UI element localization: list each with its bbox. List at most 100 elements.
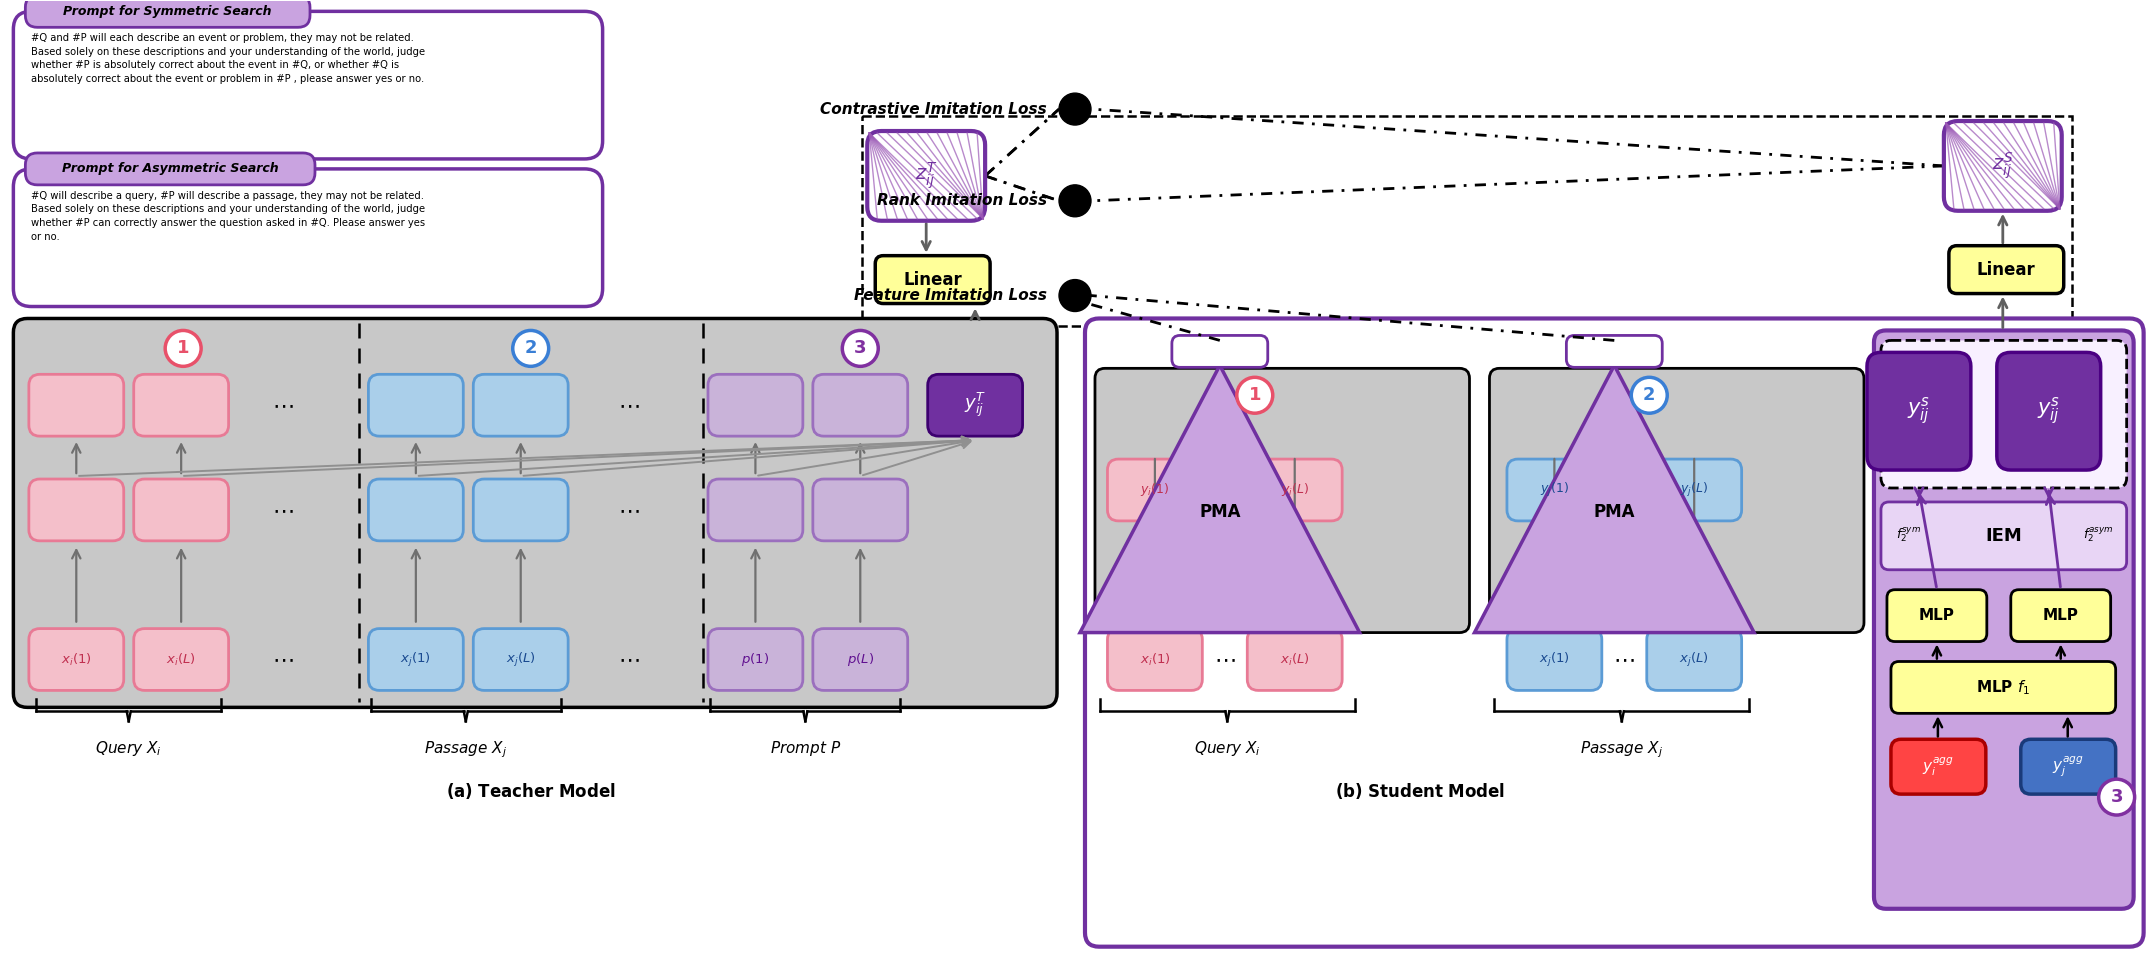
Text: $y_j^{agg}$: $y_j^{agg}$ xyxy=(2053,754,2083,779)
Text: $y_i(L)$: $y_i(L)$ xyxy=(1282,481,1310,499)
Text: IEM: IEM xyxy=(1986,527,2023,545)
FancyBboxPatch shape xyxy=(1508,629,1603,690)
FancyBboxPatch shape xyxy=(13,12,603,159)
FancyBboxPatch shape xyxy=(368,629,463,690)
Text: MLP $f_1$: MLP $f_1$ xyxy=(1975,678,2031,697)
Text: 1: 1 xyxy=(1249,386,1260,404)
FancyBboxPatch shape xyxy=(1874,330,2135,909)
FancyBboxPatch shape xyxy=(1880,502,2126,570)
FancyBboxPatch shape xyxy=(1887,590,1986,642)
Text: $\cdots$: $\cdots$ xyxy=(271,500,293,520)
Text: $y_i(1)$: $y_i(1)$ xyxy=(1139,481,1170,499)
Text: 2: 2 xyxy=(1644,386,1656,404)
Text: $\cdots$: $\cdots$ xyxy=(1215,480,1236,500)
FancyBboxPatch shape xyxy=(474,479,569,540)
FancyBboxPatch shape xyxy=(1949,246,2064,294)
Text: #Q will describe a query, #P will describe a passage, they may not be related.
B: #Q will describe a query, #P will descri… xyxy=(32,191,426,242)
FancyBboxPatch shape xyxy=(928,374,1023,436)
Text: $\cdots$: $\cdots$ xyxy=(618,500,640,520)
FancyBboxPatch shape xyxy=(1488,368,1863,633)
Circle shape xyxy=(1236,377,1273,413)
Text: MLP: MLP xyxy=(2042,608,2079,623)
Text: $\cdots$: $\cdots$ xyxy=(618,649,640,670)
Text: PMA: PMA xyxy=(1200,503,1241,521)
Text: $y_{ij}^T$: $y_{ij}^T$ xyxy=(963,391,987,419)
FancyBboxPatch shape xyxy=(1997,353,2100,470)
FancyBboxPatch shape xyxy=(26,0,310,27)
Polygon shape xyxy=(1079,365,1359,633)
Text: 2: 2 xyxy=(523,339,536,358)
Circle shape xyxy=(1631,377,1667,413)
Text: $z_{ij}^T$: $z_{ij}^T$ xyxy=(915,160,937,191)
Text: $z_{ij}^S$: $z_{ij}^S$ xyxy=(1992,151,2014,181)
FancyBboxPatch shape xyxy=(134,374,228,436)
FancyBboxPatch shape xyxy=(368,479,463,540)
FancyBboxPatch shape xyxy=(812,374,907,436)
Text: $x_j(L)$: $x_j(L)$ xyxy=(506,650,536,669)
Text: Contrastive Imitation Loss: Contrastive Imitation Loss xyxy=(821,102,1047,117)
FancyBboxPatch shape xyxy=(1107,459,1202,521)
Text: $y_{ij}^s$: $y_{ij}^s$ xyxy=(2038,396,2061,427)
Circle shape xyxy=(1060,280,1090,311)
FancyBboxPatch shape xyxy=(812,479,907,540)
Text: Feature Imitation Loss: Feature Imitation Loss xyxy=(853,288,1047,303)
Text: PMA: PMA xyxy=(1594,503,1635,521)
FancyBboxPatch shape xyxy=(28,629,123,690)
FancyBboxPatch shape xyxy=(1172,335,1269,367)
Text: $\cdots$: $\cdots$ xyxy=(618,396,640,415)
Text: Prompt for Symmetric Search: Prompt for Symmetric Search xyxy=(62,5,271,17)
FancyBboxPatch shape xyxy=(1880,340,2126,488)
Text: $x_i(1)$: $x_i(1)$ xyxy=(1139,651,1170,668)
FancyBboxPatch shape xyxy=(1868,353,1971,470)
FancyBboxPatch shape xyxy=(13,169,603,306)
FancyBboxPatch shape xyxy=(2020,740,2115,794)
FancyBboxPatch shape xyxy=(26,153,314,185)
Text: $\cdots$: $\cdots$ xyxy=(1613,480,1635,500)
Text: $y_j(1)$: $y_j(1)$ xyxy=(1540,481,1568,499)
Circle shape xyxy=(2098,780,2135,816)
Circle shape xyxy=(1060,185,1090,217)
Text: $x_i(1)$: $x_i(1)$ xyxy=(60,651,93,668)
FancyBboxPatch shape xyxy=(1508,459,1603,521)
FancyBboxPatch shape xyxy=(1086,319,2143,947)
Text: $\mathbf{(b)\ Student\ Model}$: $\mathbf{(b)\ Student\ Model}$ xyxy=(1335,781,1503,801)
FancyBboxPatch shape xyxy=(1247,629,1342,690)
Text: 3: 3 xyxy=(2111,788,2124,806)
Text: $p(1)$: $p(1)$ xyxy=(741,651,769,668)
FancyBboxPatch shape xyxy=(1566,335,1663,367)
Text: 1: 1 xyxy=(177,339,190,358)
FancyBboxPatch shape xyxy=(134,479,228,540)
Text: $\cdots$: $\cdots$ xyxy=(271,396,293,415)
Text: $y_j(L)$: $y_j(L)$ xyxy=(1680,481,1708,499)
FancyBboxPatch shape xyxy=(1094,368,1469,633)
Polygon shape xyxy=(1475,365,1753,633)
Text: $\mathit{Prompt\ P}$: $\mathit{Prompt\ P}$ xyxy=(769,740,840,758)
Text: 3: 3 xyxy=(853,339,866,358)
Circle shape xyxy=(513,330,549,366)
FancyBboxPatch shape xyxy=(28,374,123,436)
FancyBboxPatch shape xyxy=(474,629,569,690)
Text: $\mathbf{(a)\ Teacher\ Model}$: $\mathbf{(a)\ Teacher\ Model}$ xyxy=(446,781,616,801)
Text: Linear: Linear xyxy=(1977,260,2036,279)
Circle shape xyxy=(1060,93,1090,125)
FancyBboxPatch shape xyxy=(1891,740,1986,794)
Text: $x_j(1)$: $x_j(1)$ xyxy=(401,650,431,669)
Text: $\cdots$: $\cdots$ xyxy=(1215,649,1236,670)
Text: $\mathit{Passage\ X_j}$: $\mathit{Passage\ X_j}$ xyxy=(1581,740,1663,760)
FancyBboxPatch shape xyxy=(709,479,803,540)
FancyBboxPatch shape xyxy=(875,256,991,303)
Text: MLP: MLP xyxy=(1919,608,1956,623)
Text: $p(L)$: $p(L)$ xyxy=(847,651,875,668)
Text: $y_{ij}^s$: $y_{ij}^s$ xyxy=(1906,396,1930,427)
Text: $\cdots$: $\cdots$ xyxy=(271,649,293,670)
Text: $\mathit{Query\ X_i}$: $\mathit{Query\ X_i}$ xyxy=(1193,740,1260,758)
Text: $x_i(L)$: $x_i(L)$ xyxy=(1279,651,1310,668)
Text: $\cdots$: $\cdots$ xyxy=(1613,649,1635,670)
FancyBboxPatch shape xyxy=(1943,122,2061,211)
Text: $f_2^{sym}$: $f_2^{sym}$ xyxy=(1896,526,1921,545)
Text: Prompt for Asymmetric Search: Prompt for Asymmetric Search xyxy=(62,162,278,175)
Text: $x_i(L)$: $x_i(L)$ xyxy=(166,651,196,668)
FancyBboxPatch shape xyxy=(1648,459,1743,521)
FancyBboxPatch shape xyxy=(812,629,907,690)
FancyBboxPatch shape xyxy=(1247,459,1342,521)
